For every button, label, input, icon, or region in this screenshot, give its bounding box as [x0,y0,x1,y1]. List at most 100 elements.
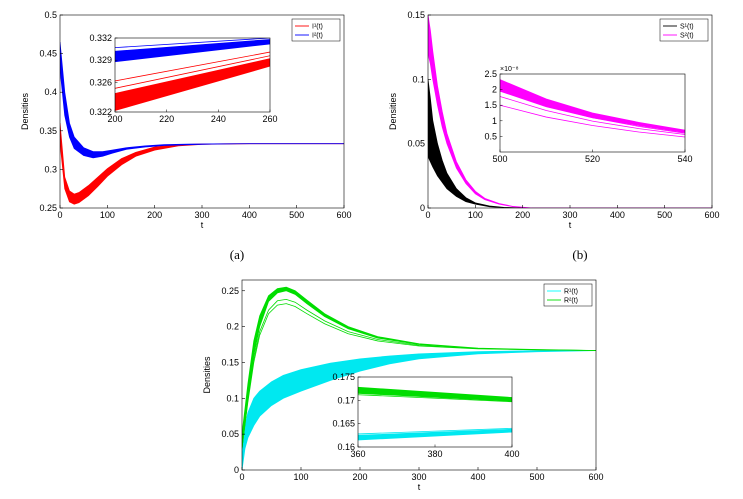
chart-panel-b: 0 100 200 300 400 500 600 0 0.05 0.1 0.15 t Densitie… [388,10,720,230]
x-tick-label: 300 [562,210,577,220]
series-group [428,15,712,208]
x-tick-label: 400 [610,210,625,220]
inset-band-b-0 [500,79,685,134]
y-tick-label: 0.3 [44,164,57,174]
inset-y-tick-label: 1.5 [484,100,497,110]
inset-y-tick-label: 0.329 [89,55,112,65]
x-tick-label: 100 [293,472,308,482]
inset-x-tick-label: 220 [159,114,174,124]
series-group [60,41,344,205]
y-tick-label: 0.05 [221,429,239,439]
y-tick-label: 0.4 [44,87,57,97]
legend-label: S²(t) [680,33,694,40]
x-axis-label: t [569,220,572,230]
x-tick-label: 0 [57,210,62,220]
legend-label: I¹(t) [312,24,323,31]
legend-label: I²(t) [312,33,323,40]
series-group [242,286,596,470]
y-tick-label: 0.2 [226,322,239,332]
inset-x-tick-label: 540 [677,154,692,164]
x-tick-label: 0 [425,210,430,220]
inset-c: 360 380 400 0.16 0.165 0.17 0.175 [332,372,519,459]
series-band-b-1 [428,15,712,208]
inset-y-tick-label: 0.165 [332,419,355,429]
inset-x-tick-label: 400 [504,449,519,459]
inset-y-tick-label: 2.5 [484,69,497,79]
chart-panel-c: 0 100 200 300 400 500 600 0 0.05 0.1 0.15 0.2 0.25 t D… [202,279,604,492]
x-tick-label: 600 [704,210,719,220]
y-axis-label: Densities [202,356,212,394]
inset-band-a-0 [115,39,270,63]
inset-y-tick-label: 0.332 [89,33,112,43]
legend: S¹(t) S²(t) [659,18,709,42]
inset-exponent-label: ×10⁻⁸ [500,66,519,73]
x-tick-label: 600 [336,210,351,220]
legend-label: S¹(t) [680,24,694,31]
legend-box [291,18,341,42]
series-band-a-1 [60,41,344,159]
inset-line-b-0-2 [500,89,685,134]
y-tick-label: 0.15 [221,357,239,367]
chart-panel-a: 0 100 200 300 400 500 600 0.25 0.3 0.35 0.4 0.45 0.5… [20,10,352,230]
x-tick-label: 200 [515,210,530,220]
x-tick-label: 300 [194,210,209,220]
series-line-c-1-1 [242,298,596,449]
inset-band-a-1 [115,58,270,111]
inset-line-c-0-1 [358,391,512,401]
y-tick-label: 0.1 [412,74,425,84]
y-tick-label: 0 [234,465,239,475]
inset-y-tick-label: 0.326 [89,77,112,87]
legend: R¹(t) R²(t) [543,283,593,307]
y-tick-label: 0 [420,203,425,213]
x-axis-label: t [201,220,204,230]
x-tick-label: 300 [411,472,426,482]
inset-x-tick-label: 240 [211,114,226,124]
inset-a: 200 220 240 260 0.322 0.326 0.329 0.332 [89,33,277,124]
x-tick-label: 200 [352,472,367,482]
x-tick-label: 500 [529,472,544,482]
x-tick-label: 100 [100,210,115,220]
x-tick-label: 100 [468,210,483,220]
inset-frame [114,37,271,113]
inset-series-group [500,79,685,138]
y-tick-label: 0.1 [226,393,239,403]
legend-box [543,283,593,307]
x-tick-label: 200 [147,210,162,220]
y-tick-label: 0.15 [407,10,425,20]
inset-line-b-0-0 [500,104,685,138]
inset-line-a-1-1 [115,51,270,82]
y-axis-label: Densities [388,92,398,130]
inset-line-a-0-0 [115,38,270,49]
legend-label: R²(t) [564,298,578,305]
legend-label: R¹(t) [564,289,578,296]
x-tick-label: 500 [289,210,304,220]
inset-line-b-0-1 [500,96,685,135]
inset-x-tick-label: 360 [350,449,365,459]
legend: I¹(t) I²(t) [291,18,341,42]
x-tick-label: 400 [470,472,485,482]
x-tick-label: 400 [242,210,257,220]
x-tick-label: 0 [239,472,244,482]
inset-y-tick-label: 1 [492,116,497,126]
inset-x-tick-label: 260 [262,114,277,124]
y-tick-label: 0.45 [39,49,57,59]
y-tick-label: 0.35 [39,126,57,136]
inset-line-a-1-0 [115,55,270,89]
inset-y-tick-label: 0.175 [332,372,355,382]
series-line-c-1-0 [242,303,596,449]
inset-series-group [358,386,512,441]
legend-box [659,18,709,42]
y-tick-label: 0.05 [407,139,425,149]
inset-x-tick-label: 500 [492,154,507,164]
inset-y-tick-label: 0.5 [484,131,497,141]
inset-y-tick-label: 0.16 [337,442,355,452]
y-axis-label: Densities [20,92,30,130]
inset-line-c-0-0 [358,394,512,403]
x-tick-label: 500 [657,210,672,220]
x-tick-label: 600 [588,472,603,482]
inset-y-tick-label: 2 [492,85,497,95]
inset-x-tick-label: 200 [107,114,122,124]
inset-series-group [115,38,270,111]
series-band-c-0 [242,350,596,470]
